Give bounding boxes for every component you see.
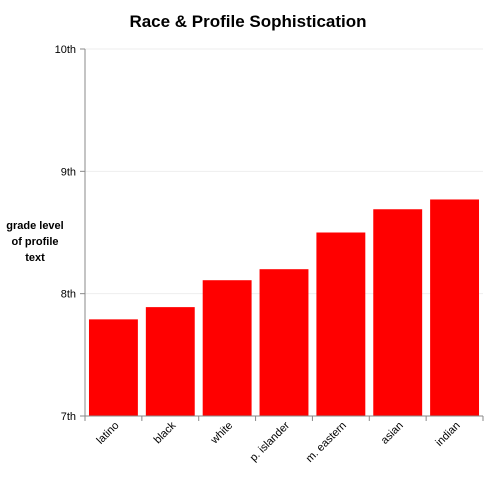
bar-p-islander (259, 269, 309, 416)
bar-asian (373, 209, 423, 416)
y-tick-label: 9th (61, 166, 76, 178)
chart-title: Race & Profile Sophistication (129, 12, 366, 31)
y-tick-label: 8th (61, 289, 76, 301)
y-axis-label: grade level of profile text (6, 220, 63, 264)
x-tick-label: m. eastern (304, 420, 349, 465)
x-tick-label: asian (379, 420, 406, 447)
x-tick-label: latino (94, 420, 121, 447)
bar-black (145, 307, 195, 416)
bar-indian (430, 199, 480, 416)
x-tick-label: white (208, 420, 235, 447)
bar-white (202, 280, 252, 416)
x-tick-label: indian (433, 420, 462, 449)
bar-latino (88, 319, 138, 416)
x-tick-labels: latino black white p. islander m. eastern asi… (94, 419, 462, 465)
x-tick-label: p. islander (248, 419, 293, 464)
bars (88, 199, 480, 416)
y-tick-label: 7th (61, 411, 76, 423)
gridlines (85, 48, 483, 295)
x-tick-label: black (152, 419, 179, 446)
y-tick-labels: 7th 8th 9th 10th (55, 44, 76, 423)
y-axis-label-line: grade level (6, 220, 63, 232)
bar-m-eastern (316, 232, 366, 416)
y-axis-label-line: of profile (11, 236, 58, 248)
y-axis-label-line: text (25, 252, 45, 264)
y-tick-label: 10th (55, 44, 76, 56)
axes (80, 48, 484, 421)
